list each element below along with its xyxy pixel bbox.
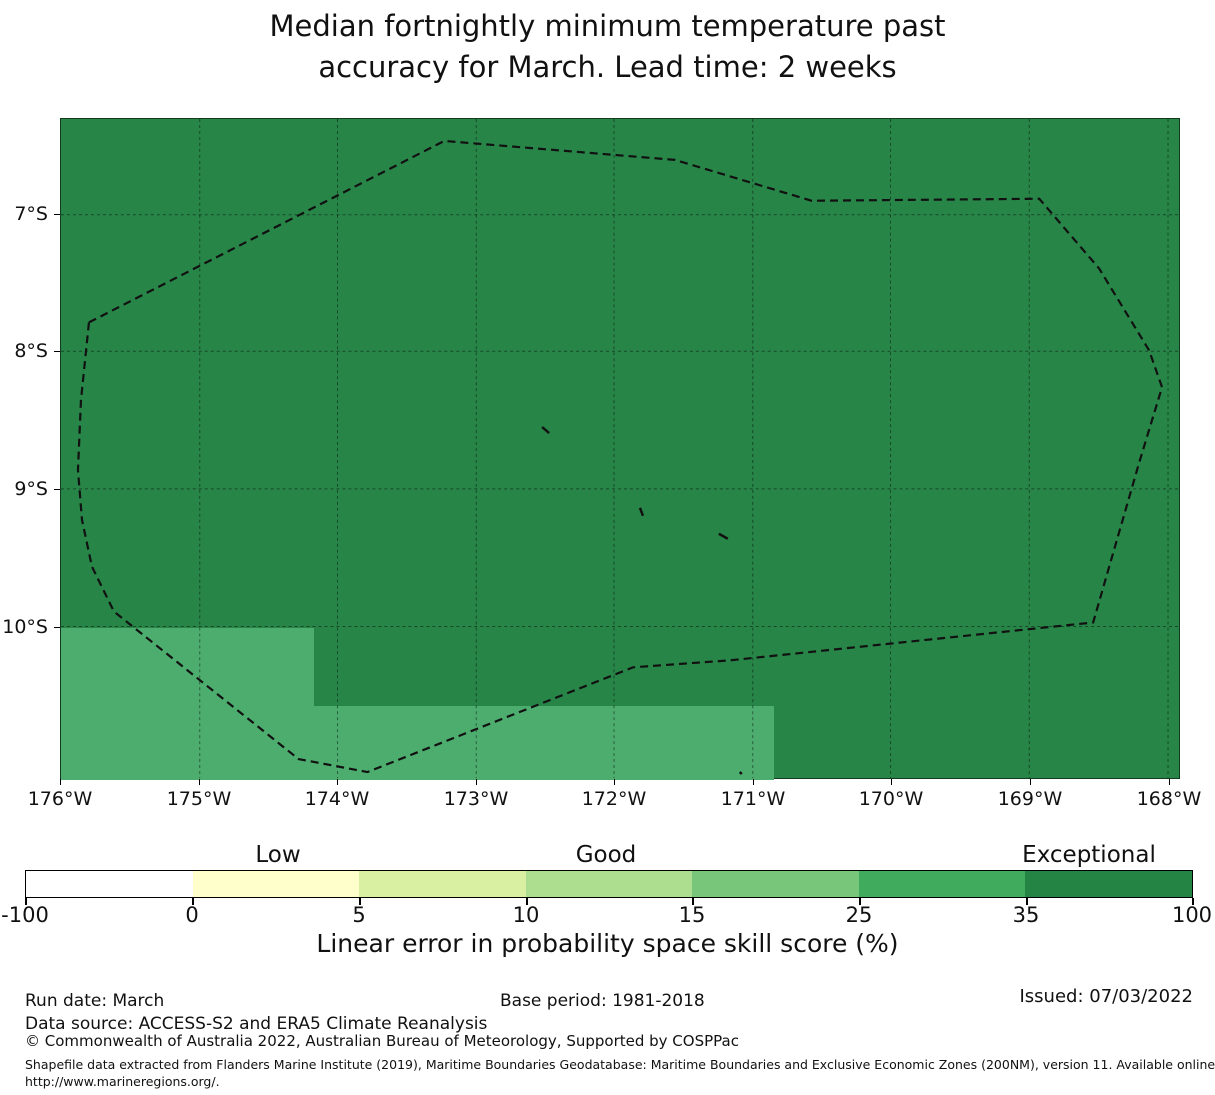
colorbar-tick-label-35: 35 [1012,903,1040,927]
colorbar-segment-5 [692,871,859,897]
colorbar-category-exceptional: Exceptional [1022,842,1156,868]
skill-region-25-35-south [314,706,774,780]
footer-issued-date: Issued: 07/03/2022 [1019,986,1193,1007]
y-axis-tick-label-10s: 10°S [2,616,48,638]
footer-base-period: Base period: 1981-2018 [500,991,705,1011]
colorbar-segment-2 [192,871,360,897]
x-axis-tick [60,779,61,785]
colorbar-tick [526,898,528,905]
x-axis-tick [614,779,615,785]
colorbar-tick-label-100: 100 [1171,903,1213,927]
colorbar-category-low: Low [255,842,301,868]
y-axis-tick-label-9s: 9°S [14,478,48,500]
y-axis-tick-label-8s: 8°S [14,340,48,362]
x-axis-tick [199,779,200,785]
x-axis-tick [1169,779,1170,785]
colorbar-category-good: Good [575,842,637,868]
colorbar-tick-label-5: 5 [352,903,366,927]
colorbar-tick-label-neg100: -100 [1,903,49,927]
island-marks [541,426,743,775]
colorbar [25,870,1193,898]
y-axis-tick [54,489,60,490]
colorbar-segment-1 [26,871,193,897]
island-mark-atafu [541,426,550,434]
footer-shapefile-attribution-line2: http://www.marineregions.org/. [25,1074,220,1089]
colorbar-tick [859,898,861,905]
x-axis-tick [337,779,338,785]
y-axis-tick [54,627,60,628]
colorbar-tick-label-15: 15 [678,903,706,927]
x-axis-tick [476,779,477,785]
footer-data-source: Data source: ACCESS-S2 and ERA5 Climate … [25,1014,488,1034]
x-axis-tick-label-172w: 172°W [581,788,647,810]
longitude-gridlines [199,119,1169,778]
colorbar-tick-label-25: 25 [845,903,873,927]
latitude-gridlines [61,214,1179,627]
y-axis-tick [54,351,60,352]
chart-title: Median fortnightly minimum temperature p… [0,6,1215,88]
colorbar-tick [692,898,694,905]
colorbar-tick-label-0: 0 [185,903,199,927]
colorbar-segment-4 [525,871,693,897]
x-axis-tick-label-174w: 174°W [304,788,370,810]
x-axis-tick-label-175w: 175°W [166,788,232,810]
colorbar-segment-7 [1025,871,1193,897]
colorbar-tick-label-10: 10 [512,903,540,927]
colorbar-tick [192,898,194,905]
x-axis-tick-label-173w: 173°W [443,788,509,810]
x-axis-tick-label-168w: 168°W [1136,788,1202,810]
x-axis-tick-label-176w: 176°W [27,788,93,810]
footer-copyright: © Commonwealth of Australia 2022, Austra… [25,1032,739,1050]
colorbar-tick [359,898,361,905]
x-axis-tick [1030,779,1031,785]
colorbar-axis-label: Linear error in probability space skill … [316,929,899,958]
x-axis-tick [891,779,892,785]
map-plot-area [60,118,1180,780]
island-mark-fakaofo [718,532,729,540]
x-axis-tick-label-170w: 170°W [858,788,924,810]
footer-shapefile-attribution-line1: Shapefile data extracted from Flanders M… [25,1057,1215,1072]
x-axis-tick-label-171w: 171°W [720,788,786,810]
y-axis-tick-label-7s: 7°S [14,203,48,225]
chart-title-line1: Median fortnightly minimum temperature p… [269,9,946,43]
eez-boundary-outline [76,139,1164,774]
island-mark-nukunonu [638,507,645,517]
x-axis-tick [753,779,754,785]
skill-region-25-35-west [61,628,314,780]
chart-title-line2: accuracy for March. Lead time: 2 weeks [318,50,897,84]
colorbar-segment-6 [858,871,1026,897]
y-axis-tick [54,214,60,215]
island-mark-swains [738,771,743,775]
colorbar-tick [25,898,27,905]
footer-run-date: Run date: March [25,991,165,1011]
colorbar-segment-3 [359,871,526,897]
colorbar-tick [1192,898,1194,905]
x-axis-tick-label-169w: 169°W [997,788,1063,810]
map-overlay [61,119,1179,778]
colorbar-tick [1026,898,1028,905]
